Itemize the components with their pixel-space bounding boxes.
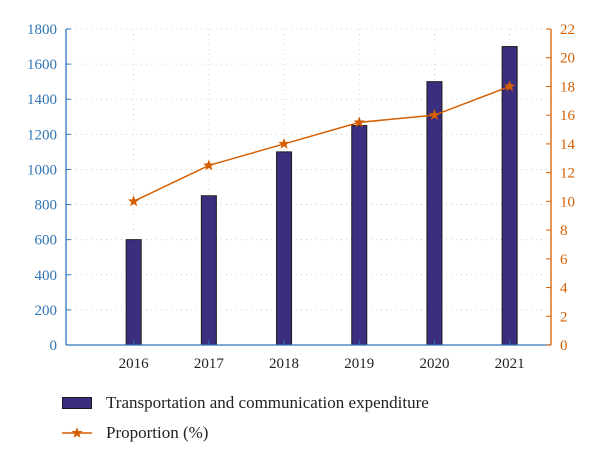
tick-label-x: 2016 bbox=[119, 356, 150, 372]
tick-label-x: 2017 bbox=[194, 356, 225, 372]
tick-label-left: 0 bbox=[50, 338, 58, 354]
tick-label-right: 4 bbox=[560, 281, 568, 297]
tick-label-right: 20 bbox=[560, 51, 575, 67]
bar-series bbox=[125, 46, 518, 346]
proportion-point-2016 bbox=[127, 195, 140, 207]
axes bbox=[65, 28, 552, 346]
tick-label-x: 2018 bbox=[269, 356, 299, 372]
proportion-point-2018 bbox=[278, 137, 290, 149]
tick-label-left: 800 bbox=[35, 198, 58, 214]
legend-item-proportion: Proportion (%) bbox=[62, 418, 429, 448]
bar-2017 bbox=[200, 195, 217, 346]
proportion-line bbox=[133, 85, 510, 203]
legend-line-swatch bbox=[62, 427, 92, 438]
tick-label-left: 1600 bbox=[27, 57, 57, 73]
tick-label-x: 2020 bbox=[419, 356, 449, 372]
tick-label-right: 10 bbox=[560, 194, 575, 210]
bar-2016 bbox=[125, 239, 142, 346]
tick-label-left: 1800 bbox=[27, 22, 57, 38]
tick-label-right: 22 bbox=[560, 22, 575, 38]
tick-label-right: 18 bbox=[560, 79, 575, 95]
legend-label-proportion: Proportion (%) bbox=[106, 423, 209, 442]
tick-label-right: 16 bbox=[560, 108, 576, 124]
legend-item-expenditure: Transportation and communication expendi… bbox=[62, 388, 429, 418]
tick-labels: 0 200 400 600 800 1000 1200 1400 1600 1800 0 2 4 6 8 10… bbox=[27, 22, 576, 372]
tick-label-x: 2019 bbox=[344, 356, 374, 372]
tick-label-right: 2 bbox=[560, 309, 568, 325]
tick-label-right: 14 bbox=[560, 137, 576, 153]
legend: Transportation and communication expendi… bbox=[62, 388, 429, 448]
tick-label-left: 200 bbox=[35, 303, 58, 319]
line-series bbox=[127, 80, 516, 207]
tick-label-left: 600 bbox=[35, 233, 58, 249]
tick-label-x: 2021 bbox=[495, 356, 525, 372]
tick-label-right: 12 bbox=[560, 166, 575, 182]
bar-2019 bbox=[351, 125, 368, 346]
legend-label-expenditure: Transportation and communication expendi… bbox=[106, 393, 429, 412]
tick-label-right: 0 bbox=[560, 338, 568, 354]
tick-label-right: 8 bbox=[560, 223, 568, 239]
legend-bar-swatch bbox=[62, 397, 92, 409]
proportion-point-2020 bbox=[428, 109, 441, 121]
grid-lines bbox=[66, 28, 551, 345]
bar-2018 bbox=[276, 151, 293, 346]
bar-2021 bbox=[501, 46, 518, 346]
tick-label-left: 1400 bbox=[27, 92, 57, 108]
proportion-point-2017 bbox=[203, 159, 215, 171]
tick-label-right: 6 bbox=[560, 252, 568, 268]
tick-label-left: 1200 bbox=[27, 127, 57, 143]
tick-label-left: 400 bbox=[35, 268, 58, 284]
tick-label-left: 1000 bbox=[27, 162, 57, 178]
bar-2020 bbox=[426, 81, 443, 346]
proportion-point-2019 bbox=[353, 116, 365, 128]
proportion-point-2021 bbox=[503, 80, 516, 92]
